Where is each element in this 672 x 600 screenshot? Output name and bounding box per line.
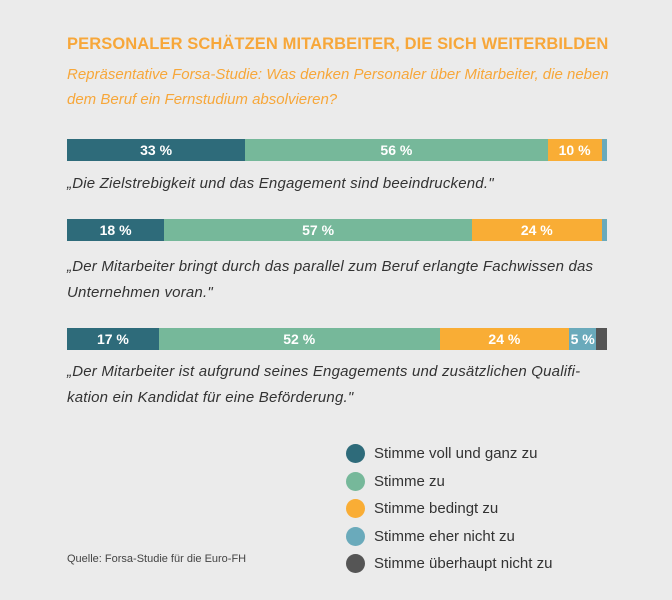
legend-dot-eher-nicht xyxy=(346,526,365,546)
data-label-voll-2: 18 % xyxy=(99,222,132,238)
data-label-voll-1: 33 % xyxy=(140,142,173,158)
legend-dot-bedingt xyxy=(346,499,365,519)
stacked-bar-2: 18 % 57 % 24 % xyxy=(67,219,607,241)
quote-3: „Der Mitarbeiter ist aufgrund seines Eng… xyxy=(67,363,581,406)
legend-dot-voll xyxy=(346,444,365,464)
bar-segment-voll-1: 33 % xyxy=(67,139,246,161)
bar-segment-bedingt-3: 24 % xyxy=(439,328,570,350)
legend-item-voll: Stimme voll und ganz zu xyxy=(346,440,552,468)
data-label-zu-1: 56 % xyxy=(380,142,413,158)
bar-segment-zu-3: 52 % xyxy=(158,328,440,350)
bar-segment-ueberhaupt-nicht-3 xyxy=(596,328,607,350)
bar-segment-bedingt-1: 10 % xyxy=(547,139,602,161)
legend-item-zu: Stimme zu xyxy=(346,468,552,496)
quote-2: „Der Mitarbeiter bringt durch das parall… xyxy=(67,258,594,301)
legend: Stimme voll und ganz zu Stimme zu Stimme… xyxy=(346,440,552,578)
bar-segment-zu-1: 56 % xyxy=(245,139,548,161)
bar-segment-eher-nicht-1 xyxy=(601,139,607,161)
data-label-zu-2: 57 % xyxy=(302,222,335,238)
chart-title: PERSONALER SCHÄTZEN MITARBEITER, DIE SIC… xyxy=(67,35,609,53)
data-label-zu-3: 52 % xyxy=(283,331,316,347)
legend-label-voll: Stimme voll und ganz zu xyxy=(374,445,538,463)
data-label-eher-nicht-3: 5 % xyxy=(570,331,595,347)
legend-item-ueberhaupt-nicht: Stimme überhaupt nicht zu xyxy=(346,550,552,578)
legend-item-bedingt: Stimme bedingt zu xyxy=(346,495,552,523)
source-note: Quelle: Forsa-Studie für die Euro-FH xyxy=(67,553,247,565)
bar-segment-bedingt-2: 24 % xyxy=(471,219,602,241)
legend-label-ueberhaupt-nicht: Stimme überhaupt nicht zu xyxy=(374,555,553,573)
legend-dot-zu xyxy=(346,471,365,491)
chart-subtitle: Repräsentative Forsa-Studie: Was denken … xyxy=(67,66,609,108)
legend-label-bedingt: Stimme bedingt zu xyxy=(374,500,499,518)
data-label-bedingt-1: 10 % xyxy=(558,142,591,158)
legend-label-zu: Stimme zu xyxy=(374,472,445,490)
bar-segment-eher-nicht-3: 5 % xyxy=(569,328,597,350)
data-label-bedingt-3: 24 % xyxy=(488,331,521,347)
stacked-bar-1: 33 % 56 % 10 % xyxy=(67,139,607,161)
quote-1: „Die Zielstrebigkeit und das Engagement … xyxy=(67,175,494,192)
bar-segment-voll-3: 17 % xyxy=(67,328,159,350)
stacked-bar-3: 17 % 52 % 24 % 5 % xyxy=(67,328,607,350)
legend-item-eher-nicht: Stimme eher nicht zu xyxy=(346,523,552,551)
data-label-bedingt-2: 24 % xyxy=(520,222,553,238)
legend-dot-ueberhaupt-nicht xyxy=(346,554,365,574)
bar-segment-voll-2: 18 % xyxy=(67,219,165,241)
bar-segment-zu-2: 57 % xyxy=(164,219,472,241)
legend-label-eher-nicht: Stimme eher nicht zu xyxy=(374,527,515,545)
bar-segment-eher-nicht-2 xyxy=(601,219,607,241)
data-label-voll-3: 17 % xyxy=(96,331,129,347)
